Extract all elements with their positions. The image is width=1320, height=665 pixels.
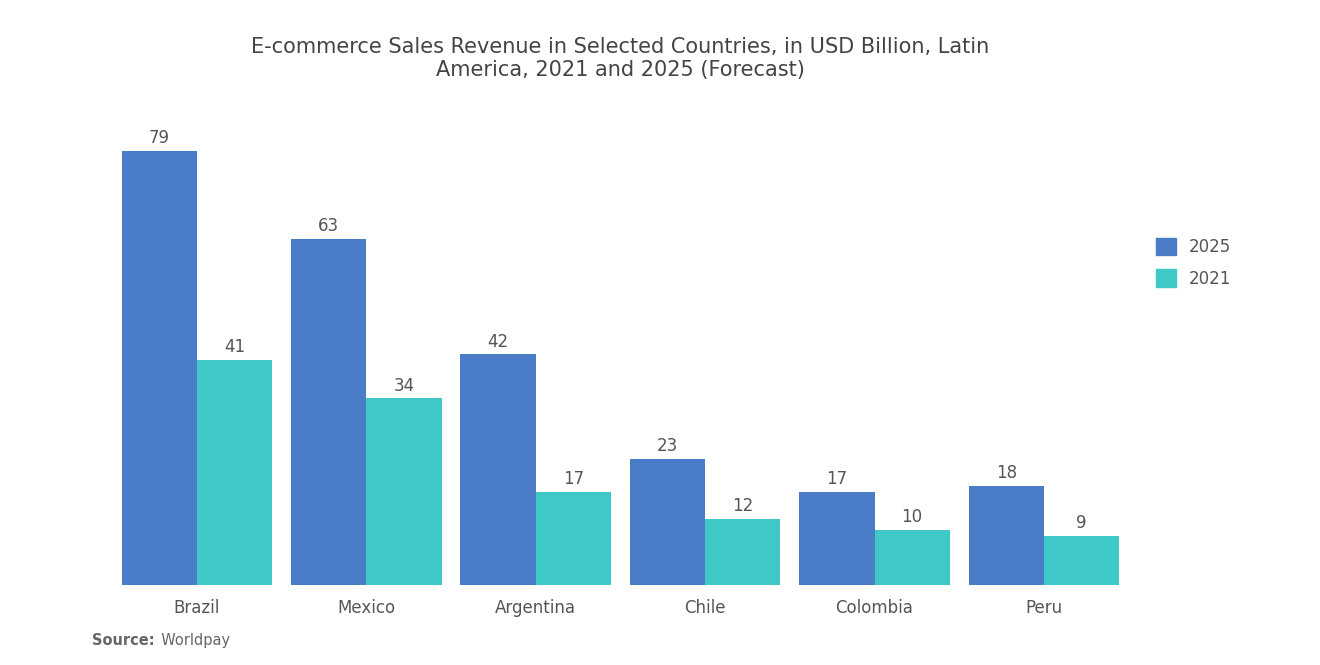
Text: 10: 10	[902, 509, 923, 527]
Text: 34: 34	[393, 376, 414, 394]
Title: E-commerce Sales Revenue in Selected Countries, in USD Billion, Latin
America, 2: E-commerce Sales Revenue in Selected Cou…	[251, 37, 990, 80]
Text: 18: 18	[995, 464, 1016, 483]
Bar	[290, 239, 366, 585]
Bar	[1044, 536, 1119, 585]
Bar	[705, 519, 780, 585]
Bar	[799, 492, 875, 585]
Text: 23: 23	[657, 437, 678, 455]
Text: 9: 9	[1076, 514, 1086, 532]
Text: 17: 17	[826, 470, 847, 488]
Text: Worldpay: Worldpay	[152, 633, 230, 648]
Text: 63: 63	[318, 217, 339, 235]
Bar	[197, 360, 272, 585]
Legend: 2025, 2021: 2025, 2021	[1147, 229, 1239, 296]
Bar	[461, 354, 536, 585]
Text: 17: 17	[562, 470, 583, 488]
Bar	[121, 151, 197, 585]
Bar	[969, 486, 1044, 585]
Text: 42: 42	[487, 332, 508, 350]
Text: Source:: Source:	[92, 633, 154, 648]
Bar	[630, 459, 705, 585]
Text: 79: 79	[149, 130, 170, 148]
Bar	[536, 492, 611, 585]
Text: 12: 12	[733, 497, 754, 515]
Bar	[366, 398, 442, 585]
Bar	[875, 530, 950, 585]
Text: 41: 41	[224, 338, 246, 356]
